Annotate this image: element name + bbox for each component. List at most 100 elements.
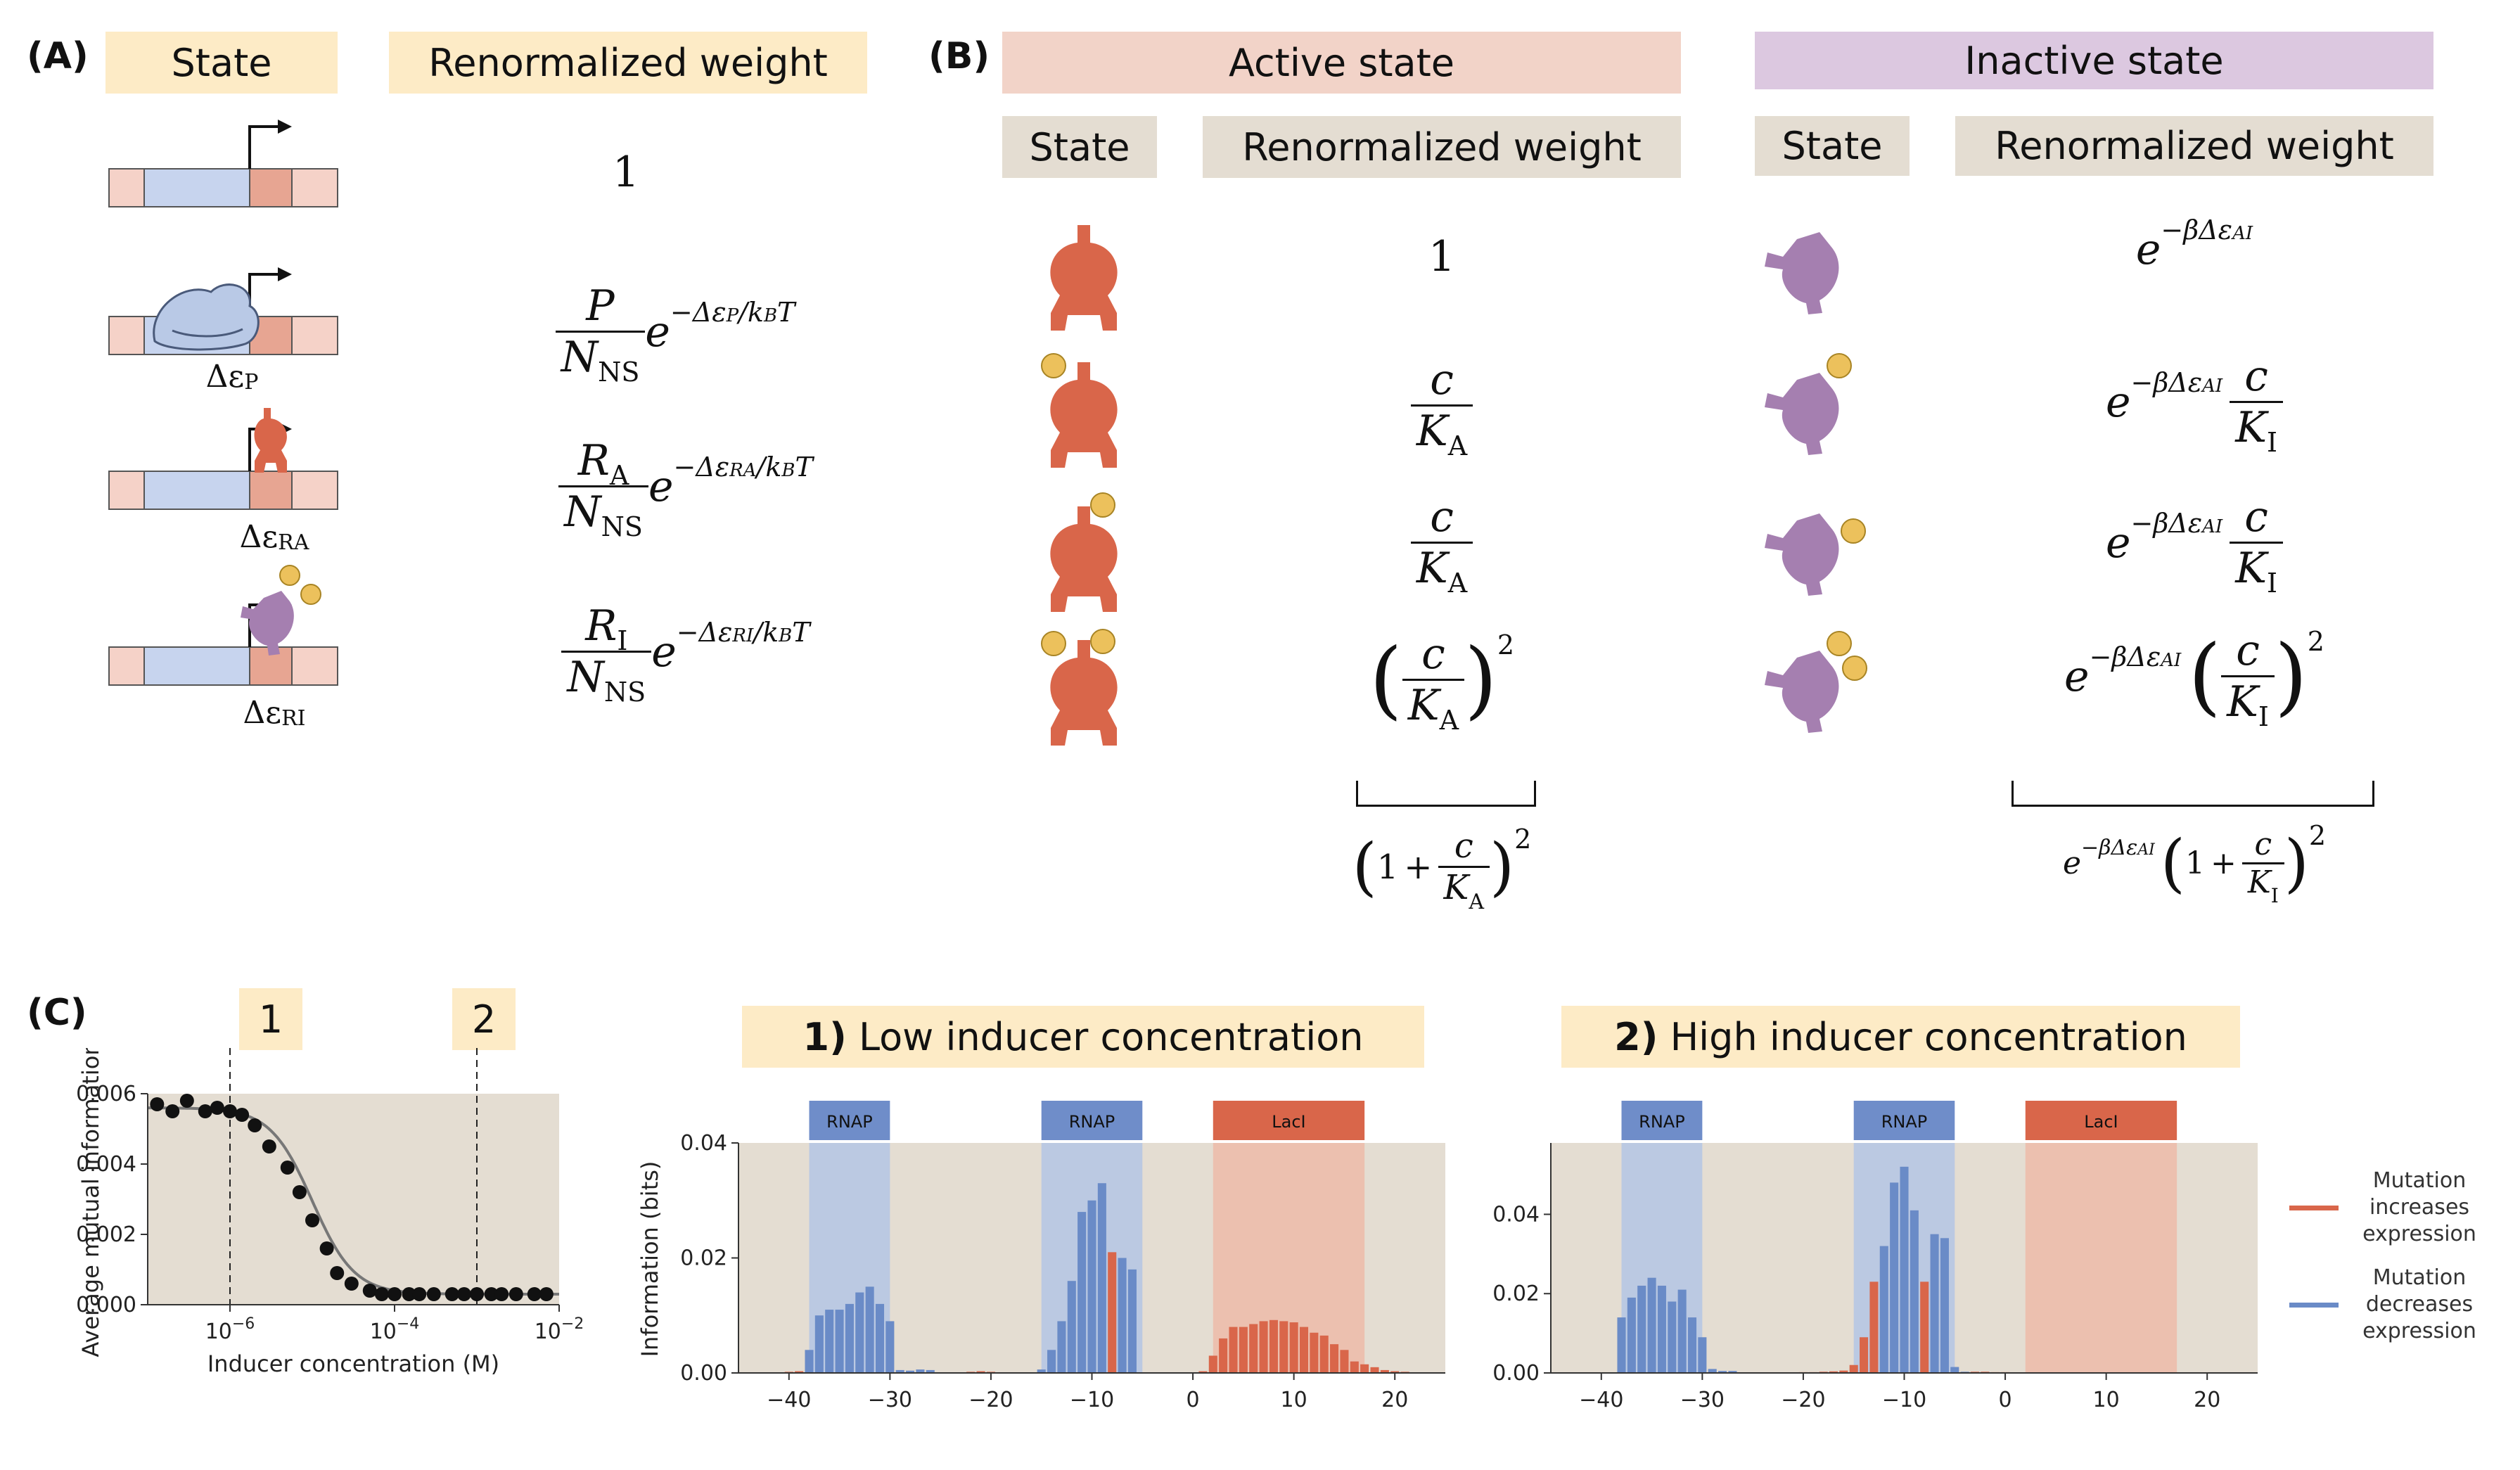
high-x-tick-label: −10 (1882, 1388, 1926, 1412)
low-bar (1390, 1371, 1400, 1373)
data-point (470, 1287, 484, 1301)
low-x-tick-label: −40 (767, 1388, 811, 1412)
high-bar (1879, 1246, 1888, 1373)
energy-label-p: Δε P (205, 359, 259, 395)
high-y-tick-label: 0.04 (1492, 1202, 1540, 1227)
inactive-weight-col: Renormalized weight (1955, 116, 2433, 176)
low-region-box (809, 1101, 890, 1140)
rnap-icon (153, 283, 260, 351)
low-bar (1087, 1200, 1096, 1373)
high-region-box (1621, 1101, 1703, 1140)
energy-label-ra: Δε RA (239, 519, 309, 555)
low-y-tick-label: 0.02 (680, 1246, 727, 1271)
high-region-label: RNAP (1881, 1112, 1928, 1132)
dna-inactive-repressor (108, 565, 338, 686)
low-bar (1239, 1327, 1248, 1373)
panel-c-label: (C) (27, 992, 87, 1034)
panel-a-state-drawings (108, 120, 338, 686)
high-region-shade (2025, 1143, 2177, 1373)
inactive-state-title: Inactive state (1755, 32, 2433, 89)
high-bar (1950, 1367, 1959, 1373)
low-bar (814, 1315, 824, 1373)
low-y-tick-label: 0.00 (680, 1361, 727, 1386)
high-bar (1647, 1277, 1656, 1373)
low-bar (1279, 1321, 1288, 1373)
data-point (402, 1287, 416, 1301)
y-tick-label: 0.000 (76, 1293, 136, 1317)
low-bar (1299, 1327, 1309, 1373)
low-bar (1319, 1335, 1329, 1373)
data-point (444, 1287, 459, 1301)
weight-a-ri: RI NNS e −ΔεRI/kBT (478, 601, 893, 708)
inactive-repressor-column (1765, 232, 1867, 733)
legend-decrease: Mutation decreases expression (2289, 1265, 2500, 1345)
high-bar (1849, 1364, 1858, 1373)
high-bar (1728, 1371, 1737, 1373)
high-x-tick-label: 10 (2093, 1388, 2120, 1412)
active-weight-col: Renormalized weight (1203, 116, 1681, 178)
data-point (223, 1104, 237, 1118)
inactive-repressor-icon (1765, 232, 1839, 314)
low-bar (825, 1310, 834, 1373)
legend: Mutation increases expression Mutation decr… (2289, 1168, 2500, 1345)
low-x-tick-label: 0 (1187, 1388, 1200, 1412)
data-point (388, 1287, 402, 1301)
active-repressor-icon (1050, 506, 1118, 612)
low-bar (865, 1286, 874, 1373)
y-tick-label: 0.006 (76, 1082, 136, 1106)
inducer-icon (1827, 353, 1852, 378)
high-region-label: LacI (2084, 1112, 2118, 1132)
high-x-tick-label: −30 (1680, 1388, 1725, 1412)
scatter-plot-area (148, 1094, 559, 1305)
title-high-inducer: 2) High inducer concentration (1561, 1006, 2240, 1068)
data-point (319, 1241, 334, 1255)
high-x-tick-label: −20 (1781, 1388, 1825, 1412)
inactive-weight-c2: e −βΔεAI c KI (1969, 492, 2419, 599)
low-bar (1198, 1371, 1208, 1373)
marker-2: 2 (452, 988, 516, 1050)
inactive-sum-bracket (2011, 781, 2374, 807)
legend-decrease-swatch (2289, 1302, 2339, 1308)
inducer-icon (1841, 518, 1866, 544)
dna-rnap (108, 267, 338, 355)
low-region-box (1041, 1101, 1143, 1140)
inactive-sum: e −βΔεAI (1 + c KI ) 2 (2062, 819, 2327, 908)
inactive-repressor-icon (1765, 651, 1839, 733)
low-bar (1118, 1258, 1127, 1373)
low-y-axis-label: Information (bits) (637, 1161, 663, 1357)
active-repressor-icon (1050, 640, 1118, 746)
weight-a-p: P NNS e −ΔεP/kBT (478, 281, 872, 388)
x-tick-label: 10−2 (535, 1315, 584, 1344)
low-bar (1037, 1369, 1046, 1373)
high-bar (1940, 1238, 1949, 1373)
data-point (509, 1287, 523, 1301)
low-bar (1208, 1355, 1217, 1373)
dna-empty (108, 120, 338, 207)
low-bar (835, 1310, 844, 1373)
low-bar (1340, 1350, 1349, 1373)
data-point (362, 1284, 377, 1298)
low-region-label: RNAP (1069, 1112, 1115, 1132)
high-bar (1677, 1289, 1687, 1373)
active-repressor-column (1041, 225, 1118, 746)
high-bar (1839, 1370, 1848, 1373)
panel-a-state-header: State (105, 32, 338, 94)
low-bar (1108, 1252, 1117, 1373)
x-axis-label: Inducer concentration (M) (207, 1350, 499, 1377)
low-bar (1259, 1321, 1268, 1373)
high-bar (1869, 1282, 1879, 1373)
legend-increase-swatch (2289, 1205, 2339, 1210)
high-bar (1687, 1317, 1697, 1373)
low-bar (1077, 1212, 1087, 1373)
low-bar (906, 1370, 915, 1373)
data-point (527, 1287, 542, 1301)
active-repressor-icon (254, 408, 287, 473)
data-point (165, 1104, 180, 1118)
active-weight-c: c KA (1308, 355, 1575, 461)
low-bar (805, 1350, 814, 1373)
inducer-icon (1041, 353, 1066, 378)
panel-a-weight-header: Renormalized weight (389, 32, 867, 94)
low-x-tick-label: 20 (1381, 1388, 1408, 1412)
high-bar (1910, 1210, 1919, 1373)
high-bar (1920, 1282, 1929, 1373)
